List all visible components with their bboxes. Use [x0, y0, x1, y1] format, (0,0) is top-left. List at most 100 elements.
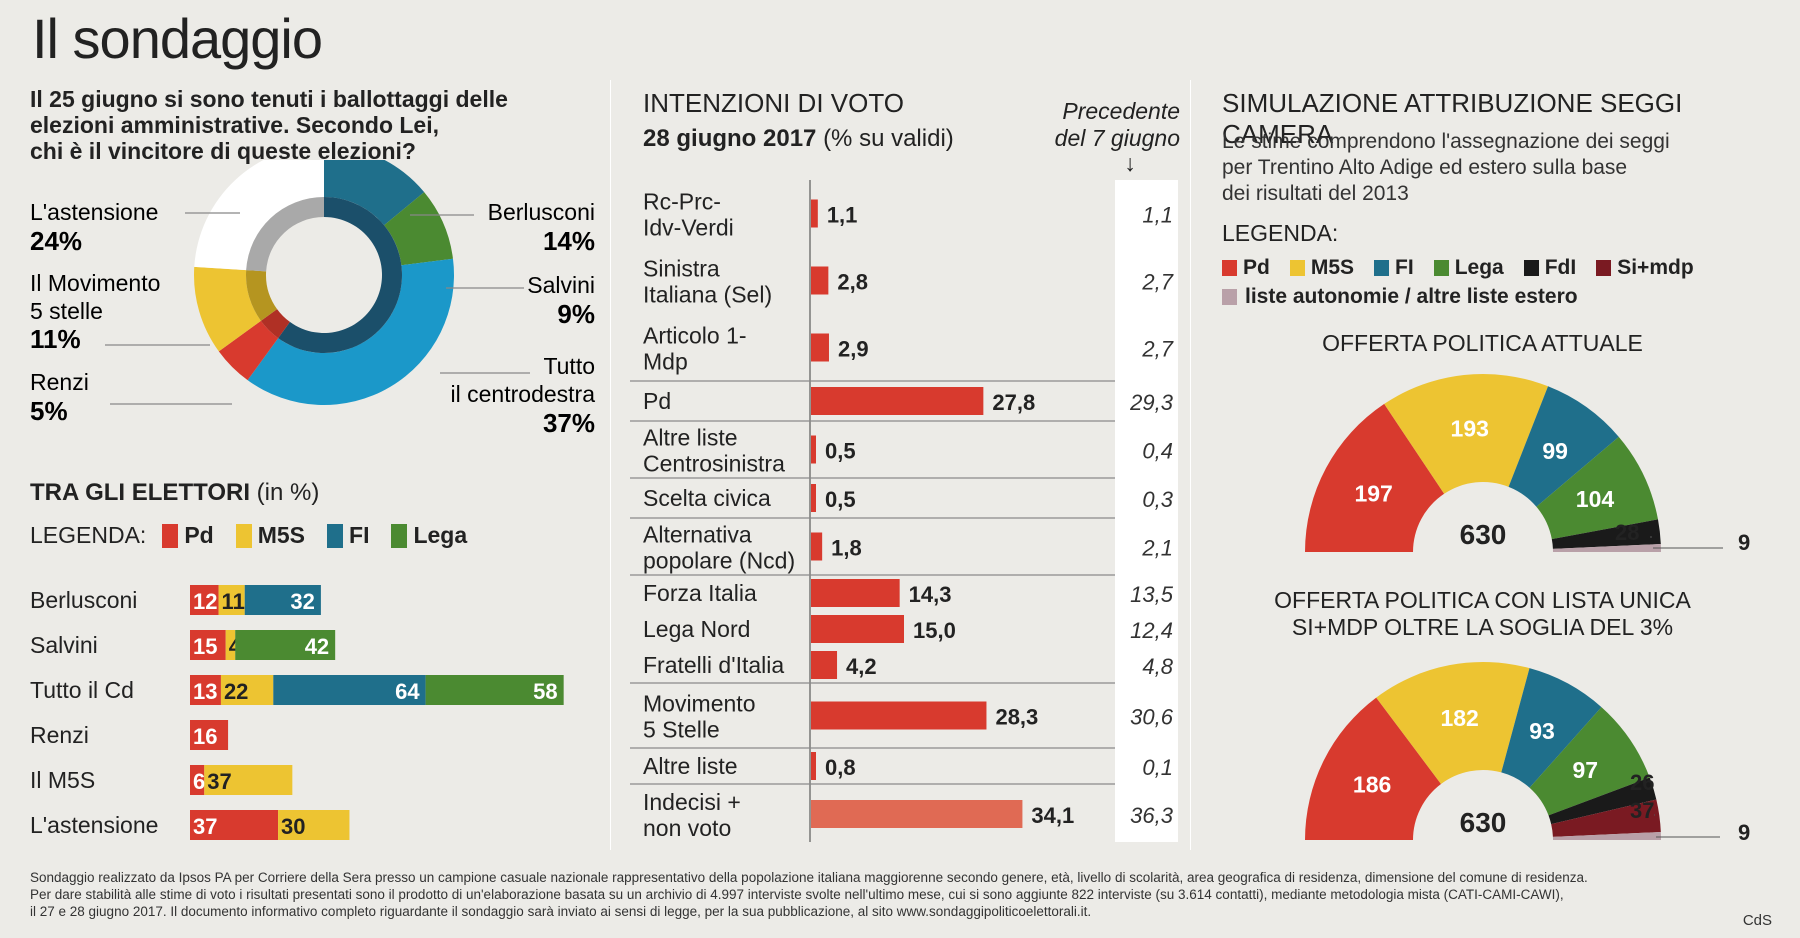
bar-segment	[225, 630, 236, 660]
legend-label: LEGENDA:	[30, 522, 147, 548]
bar-value-label: 37	[207, 769, 231, 794]
seat-value-label: 99	[1542, 438, 1568, 464]
bar-value-label: 4,2	[846, 654, 877, 679]
bar-value-label: 0,5	[825, 487, 856, 512]
intentions-heading: INTENZIONI DI VOTO 28 giugno 2017 (% su …	[643, 88, 954, 153]
seat-value-label: 97	[1572, 757, 1598, 783]
category-label: Italiana (Sel)	[643, 282, 772, 308]
arrow-down-icon: ↓	[1124, 150, 1136, 176]
legend-item: Pd	[184, 522, 214, 548]
category-label: Indecisi +	[643, 789, 741, 815]
category-label: Fratelli d'Italia	[643, 652, 784, 678]
legend-swatch	[1433, 260, 1449, 276]
donut-value: 5%	[30, 396, 68, 426]
category-label: Pd	[643, 388, 671, 414]
hemicycle-1-title: OFFERTA POLITICA ATTUALE	[1322, 330, 1643, 356]
bar	[811, 387, 984, 415]
bar-value-label: 22	[224, 679, 248, 704]
footer-line: Sondaggio realizzato da Ipsos PA per Cor…	[30, 870, 1588, 885]
seat-value-label: 186	[1353, 772, 1391, 798]
seats-legend-extra: liste autonomie / altre liste estero	[1222, 285, 1578, 309]
legend-label: LEGENDA:	[1222, 220, 1339, 246]
bar-segment	[204, 765, 293, 795]
category-label: Centrosinistra	[643, 451, 785, 477]
category-label: Articolo 1-	[643, 323, 747, 349]
legend-swatch	[1596, 260, 1612, 276]
category-label: non voto	[643, 815, 731, 841]
seat-value-label: 104	[1576, 486, 1615, 512]
category-label: Alternativa	[643, 522, 752, 548]
category-label: Renzi	[30, 722, 89, 748]
bar-value-label: 15	[193, 634, 217, 659]
bar-value-label: 16	[193, 724, 217, 749]
intentions-date: 28 giugno 2017	[643, 125, 817, 152]
bar-value-label: 0,8	[825, 755, 856, 780]
donut-value: 11%	[30, 324, 81, 354]
previous-value-label: 2,7	[1141, 270, 1173, 295]
category-label: Forza Italia	[643, 580, 757, 606]
seat-total-label: 630	[1460, 519, 1507, 550]
category-label: 5 Stelle	[643, 717, 720, 743]
previous-value-label: 1,1	[1142, 203, 1173, 228]
hemicycle-2: 186 182 93 97 26 37 9 630	[1305, 662, 1750, 845]
previous-value-label: 13,5	[1130, 582, 1174, 607]
question-line: Il 25 giugno si sono tenuti i ballottagg…	[30, 86, 508, 112]
category-label: Salvini	[30, 632, 98, 658]
seat-slice	[1501, 668, 1602, 788]
donut-slice	[193, 266, 261, 352]
intentions-unit: (% su validi)	[823, 125, 954, 152]
bar-segment	[220, 675, 274, 705]
bar-segment	[190, 675, 221, 705]
donut-label: Il Movimento	[30, 270, 160, 296]
legend-swatch	[235, 523, 252, 548]
seat-slice	[1552, 832, 1661, 840]
bar	[811, 333, 829, 362]
bar-value-label: 42	[305, 634, 329, 659]
seat-value-label: 193	[1451, 416, 1489, 442]
bar-value-label: 37	[193, 814, 217, 839]
seat-slice	[1529, 707, 1650, 816]
seat-slice	[1551, 799, 1661, 837]
bar-segment	[273, 675, 426, 705]
seat-slice	[1305, 697, 1442, 840]
page-title: Il sondaggio	[32, 7, 323, 70]
electors-unit: (in %)	[256, 479, 320, 506]
bar-value-label: 6	[193, 769, 205, 794]
category-label: Altre liste	[643, 753, 738, 779]
legend-swatch	[1222, 260, 1237, 276]
previous-value-label: 29,3	[1129, 390, 1174, 415]
legend-item: FI	[1395, 256, 1414, 279]
previous-value-label: 12,4	[1130, 618, 1173, 643]
bar-value-label: 1,1	[827, 203, 858, 228]
donut-inner-slice	[246, 197, 324, 272]
category-label: Lega Nord	[643, 616, 750, 642]
legend-item: M5S	[1310, 256, 1355, 279]
donut-label: Tutto	[543, 353, 595, 379]
donut-value: 37%	[543, 408, 595, 438]
donut-slice	[324, 160, 425, 226]
seat-slice	[1376, 662, 1530, 784]
donut-label: Salvini	[527, 272, 595, 298]
category-label: Berlusconi	[30, 587, 137, 613]
donut-inner-slice	[260, 309, 290, 339]
category-label: Movimento	[643, 691, 755, 717]
bar	[811, 435, 816, 464]
footer-note: Sondaggio realizzato da Ipsos PA per Cor…	[30, 869, 1750, 920]
donut-slice	[194, 160, 324, 271]
previous-value-label: 36,3	[1130, 803, 1174, 828]
legend-item: Si+mdp	[1617, 256, 1694, 279]
bar-value-label: 15,0	[913, 618, 956, 643]
previous-title: Precedente	[1062, 98, 1180, 124]
category-label: Scelta civica	[643, 485, 771, 511]
bar-value-label: 2,8	[837, 270, 868, 295]
bar-segment	[235, 630, 336, 660]
electors-heading: TRA GLI ELETTORI (in %)	[30, 479, 319, 507]
donut-inner-slice	[246, 270, 278, 321]
seat-slice	[1552, 544, 1661, 552]
bar-value-label: 11	[222, 589, 245, 614]
bar-value-label: 13	[193, 679, 217, 704]
bar-value-label: 27,8	[992, 390, 1035, 415]
seat-slice	[1551, 519, 1661, 549]
donut-inner-slice	[278, 197, 402, 353]
